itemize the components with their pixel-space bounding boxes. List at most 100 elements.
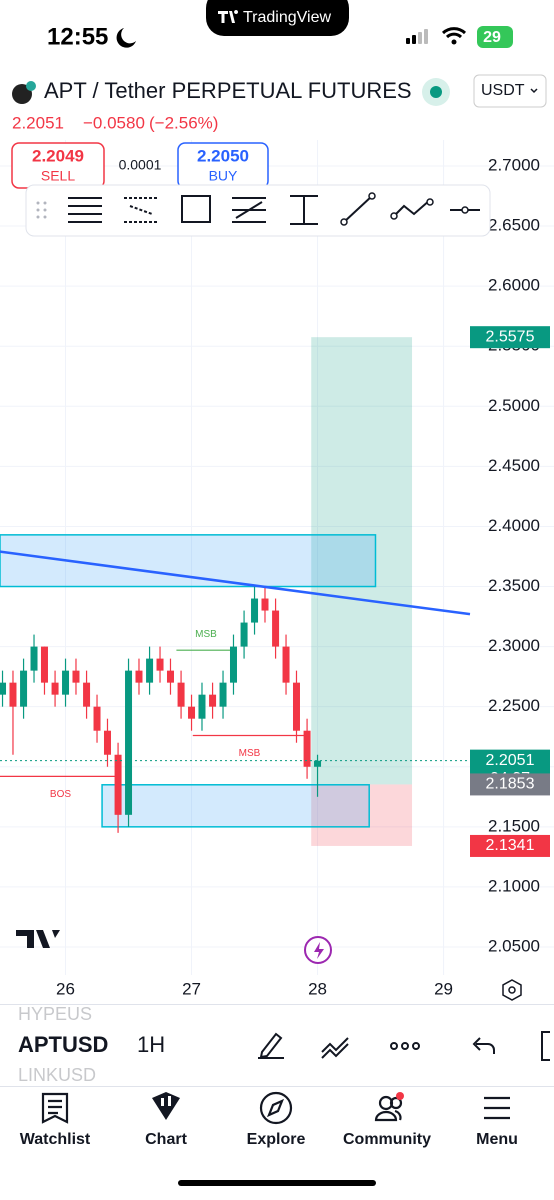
candle-body	[314, 760, 322, 767]
tool-channel[interactable]	[124, 197, 158, 223]
candle-body	[156, 658, 164, 671]
tool-path[interactable]	[393, 199, 431, 217]
tool-trendline[interactable]	[343, 195, 373, 223]
candle-body	[40, 646, 48, 683]
tab-label[interactable]: Chart	[145, 1131, 187, 1148]
candle-body	[9, 682, 17, 707]
tool-fib[interactable]	[232, 197, 266, 223]
y-tick-label: 2.4500	[488, 456, 540, 475]
last-price: 2.2051	[12, 113, 64, 132]
draw-button[interactable]	[258, 1032, 284, 1059]
candle-body	[209, 694, 217, 707]
chart-icon-candle	[161, 1098, 164, 1106]
candle-body	[146, 658, 154, 683]
indicators-button[interactable]	[321, 1037, 349, 1059]
chevron	[530, 88, 538, 94]
tab-label[interactable]: Community	[343, 1131, 431, 1148]
candle-body	[103, 730, 111, 755]
home-indicator	[178, 1180, 376, 1186]
buy-price[interactable]: 2.2050	[197, 146, 249, 165]
candle-body	[292, 682, 300, 731]
candle-body	[198, 694, 206, 719]
redo-button[interactable]	[541, 1031, 550, 1061]
tool-range[interactable]	[290, 195, 318, 225]
price-badge	[470, 834, 550, 857]
y-tick-label: 2.7000	[488, 155, 540, 174]
battery-level: 29	[483, 29, 501, 46]
current-symbol[interactable]: APTUSD	[18, 1032, 108, 1057]
tool-anchor	[390, 212, 398, 220]
candle-body	[251, 598, 259, 623]
candle-body	[272, 610, 280, 647]
y-tick-label: 2.1500	[488, 816, 540, 835]
candle-body	[51, 682, 59, 695]
wifi-dot	[451, 39, 457, 45]
explore-icon[interactable]	[259, 1091, 293, 1125]
menu-icon[interactable]	[484, 1096, 510, 1120]
structure-label: MSB	[195, 629, 217, 640]
zone	[0, 534, 377, 588]
signal-icon	[406, 29, 428, 44]
watermark-logo	[16, 930, 60, 948]
trendline	[0, 550, 471, 616]
moon-icon	[116, 28, 136, 48]
candle-body	[20, 670, 28, 707]
candle-body	[219, 682, 227, 707]
y-tick-label: 2.6500	[488, 216, 540, 235]
prev-symbol[interactable]: HYPEUS	[18, 1004, 92, 1024]
tool-anchor	[461, 206, 469, 214]
currency-button[interactable]	[473, 74, 547, 108]
y-tick-label: 2.1000	[488, 876, 540, 895]
candle-body	[72, 670, 80, 683]
stop-zone	[311, 784, 413, 846]
watchlist-icon[interactable]	[41, 1092, 69, 1124]
tab-label[interactable]: Watchlist	[20, 1131, 91, 1148]
candle-body	[261, 598, 269, 611]
tool-rectangle[interactable]	[181, 195, 211, 223]
symbol-title[interactable]: APT / Tether PERPETUAL FUTURES	[44, 78, 412, 103]
app-pill	[206, 0, 349, 36]
community-icon[interactable]	[374, 1109, 402, 1122]
tool-lines[interactable]	[68, 197, 102, 223]
community-head	[389, 1096, 403, 1110]
price-badge-label: 2.1341	[486, 837, 535, 854]
tab-label[interactable]: Explore	[247, 1131, 306, 1148]
explore-needle	[266, 1098, 285, 1118]
tv-logo	[218, 10, 239, 23]
candle-body	[0, 682, 7, 695]
tab-label[interactable]: Menu	[476, 1131, 518, 1148]
y-tick-label: 2.4000	[488, 516, 540, 535]
currency[interactable]: USDT	[481, 82, 525, 99]
next-symbol[interactable]: LINKUSD	[18, 1065, 96, 1085]
candle-body	[240, 622, 248, 647]
price-badge	[470, 773, 550, 796]
toolbar-handle	[36, 201, 47, 219]
more-dot[interactable]	[401, 1042, 409, 1050]
sell-price[interactable]: 2.2049	[32, 146, 84, 165]
chart: 2.70002.65002.60002.55002.50002.45002.40…	[0, 140, 554, 998]
structure-label: MSB	[239, 748, 261, 759]
undo-button[interactable]	[472, 1037, 495, 1054]
more-dot[interactable]	[412, 1042, 420, 1050]
candle-body	[30, 646, 38, 671]
interval[interactable]: 1H	[137, 1032, 165, 1057]
candle-body	[83, 682, 91, 707]
settings-icon[interactable]	[502, 979, 522, 1001]
candle-body	[135, 670, 143, 683]
chart-icon-candle	[168, 1096, 171, 1106]
tab-labels: Watchlist Chart Explore Community Menu	[20, 1131, 518, 1148]
price-badge	[470, 326, 550, 349]
candle-body	[177, 682, 185, 707]
candle-body	[93, 706, 101, 731]
sell-label[interactable]: SELL	[41, 168, 75, 184]
chart-icon[interactable]	[152, 1092, 180, 1120]
x-tick-label: 27	[182, 979, 201, 998]
more-dot[interactable]	[390, 1042, 398, 1050]
zone	[101, 784, 370, 828]
candle-body	[188, 706, 196, 719]
tool-anchor	[368, 192, 376, 200]
buy-label[interactable]: BUY	[209, 168, 238, 184]
candle-body	[229, 646, 237, 683]
price-badge-label: 2.1853	[486, 776, 535, 793]
